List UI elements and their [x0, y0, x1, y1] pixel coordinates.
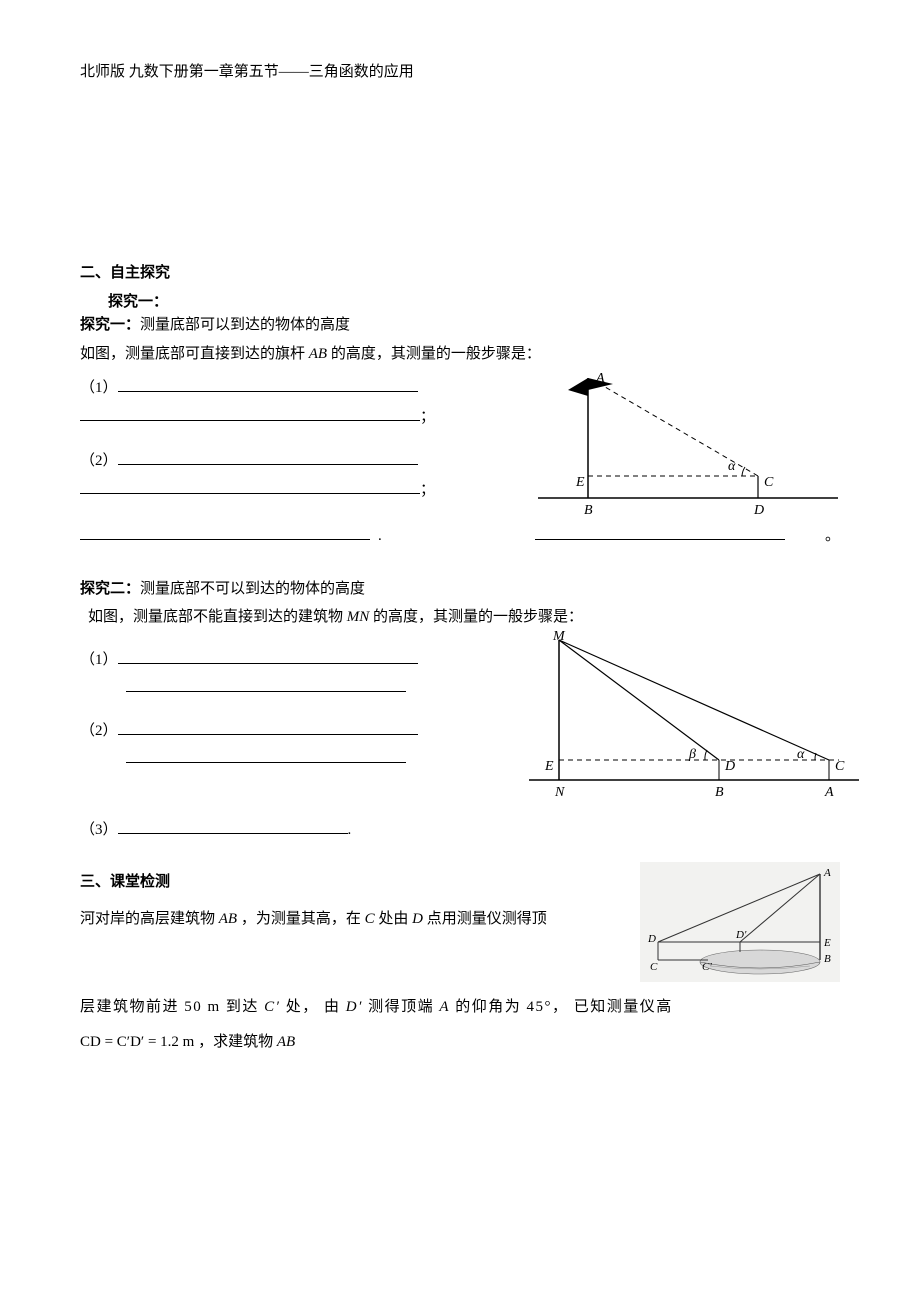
- q-p3: ，求建筑物: [194, 1034, 277, 1050]
- section-3-title: 三、课堂检测: [80, 870, 640, 891]
- q-p2c: 测得顶端: [363, 999, 440, 1015]
- blank-2a: [118, 448, 418, 466]
- blank-2b: [80, 476, 420, 494]
- fig1-label-c: C: [764, 475, 774, 490]
- q-p1a: 河对岸的高层建筑物: [80, 911, 219, 927]
- step2-1-label: （1）: [80, 652, 118, 668]
- exp2-text: 测量底部不可以到达的物体的高度: [140, 581, 365, 597]
- q-p1d: 点用测量仪测得顶: [423, 911, 547, 927]
- exp2-mn: MN: [347, 609, 370, 625]
- blank2-2a: [118, 717, 418, 735]
- q-ab: AB: [219, 911, 237, 927]
- blank-tail-b: [535, 523, 785, 541]
- fig1-label-a: A: [595, 371, 605, 386]
- blank-1b: [80, 403, 420, 421]
- fig2-d: D: [724, 759, 735, 774]
- section-2-subtitle: 探究一：: [80, 290, 840, 311]
- fig2-beta: β: [688, 747, 696, 762]
- blank2-2b: [126, 746, 406, 764]
- q-eq: CD = C′D′ = 1.2 m: [80, 1034, 194, 1050]
- exp2-label: 探究二：: [80, 581, 140, 597]
- period-2: .: [348, 822, 352, 838]
- exp1-line-b: 的高度，其测量的一般步骤是：: [327, 346, 541, 362]
- semi-2: ；: [420, 482, 435, 498]
- q-p2b: 处， 由: [280, 999, 345, 1015]
- fig1-label-d: D: [753, 503, 764, 518]
- exp1-label: 探究一：: [80, 317, 140, 333]
- fig2-m: M: [552, 629, 566, 644]
- step-1-label: （1）: [80, 380, 118, 396]
- step2-2-label: （2）: [80, 723, 118, 739]
- q-p1b: ，为测量其高，在: [237, 911, 365, 927]
- step-2-label: （2）: [80, 453, 118, 469]
- fig3-d2: D': [735, 929, 747, 941]
- exp1-text: 测量底部可以到达的物体的高度: [140, 317, 350, 333]
- q-p2a: 层建筑物前进 50 m 到达: [80, 999, 264, 1015]
- fig3-e: E: [823, 937, 831, 949]
- fig2-alpha: α: [797, 747, 805, 762]
- q-a: A: [439, 999, 450, 1015]
- fig2-n: N: [554, 785, 565, 800]
- fig3-d: D: [647, 933, 656, 945]
- figure-3: A E B D D' C C': [640, 862, 840, 982]
- section-2-title: 二、自主探究: [80, 261, 840, 282]
- fig2-a: A: [824, 785, 834, 800]
- q-ab2: AB: [277, 1034, 295, 1050]
- exp2-line-b: 的高度，其测量的一般步骤是：: [369, 609, 583, 625]
- figure-1: A E C B D α: [538, 368, 838, 518]
- fig1-label-b: B: [584, 503, 593, 518]
- semi-1: ；: [420, 409, 435, 425]
- exp1-line-a: 如图，测量底部可直接到达的旗杆: [80, 346, 309, 362]
- q-cprime: C′: [264, 999, 280, 1015]
- blank2-3: [118, 816, 348, 834]
- blank2-1b: [126, 675, 406, 693]
- fig1-label-alpha: α: [728, 459, 736, 474]
- fig2-b: B: [715, 785, 724, 800]
- q-p1c: 处由: [375, 911, 413, 927]
- fig3-c2: C': [702, 961, 712, 973]
- step2-3-label: （3）: [80, 822, 118, 838]
- q-p2d: 的仰角为 45°， 已知测量仪高: [450, 999, 673, 1015]
- exp1-ab: AB: [309, 346, 327, 362]
- q-c: C: [365, 911, 375, 927]
- page-header: 北师版 九数下册第一章第五节——三角函数的应用: [80, 60, 840, 81]
- figure-2: M E N β D B α C A: [529, 632, 859, 802]
- fig3-c: C: [650, 961, 658, 973]
- fig3-a: A: [823, 867, 831, 879]
- q-d: D: [412, 911, 423, 927]
- blank2-1a: [118, 646, 418, 664]
- circle-1: 。: [825, 522, 840, 551]
- blank-1a: [118, 375, 418, 393]
- period-1: .: [378, 522, 382, 551]
- fig2-e: E: [544, 759, 554, 774]
- fig3-b: B: [824, 953, 831, 965]
- blank-tail-a: [80, 523, 370, 541]
- fig1-label-e: E: [575, 475, 585, 490]
- q-dprime: D′: [346, 999, 363, 1015]
- fig2-c: C: [835, 759, 845, 774]
- exp2-line-a: 如图，测量底部不能直接到达的建筑物: [88, 609, 347, 625]
